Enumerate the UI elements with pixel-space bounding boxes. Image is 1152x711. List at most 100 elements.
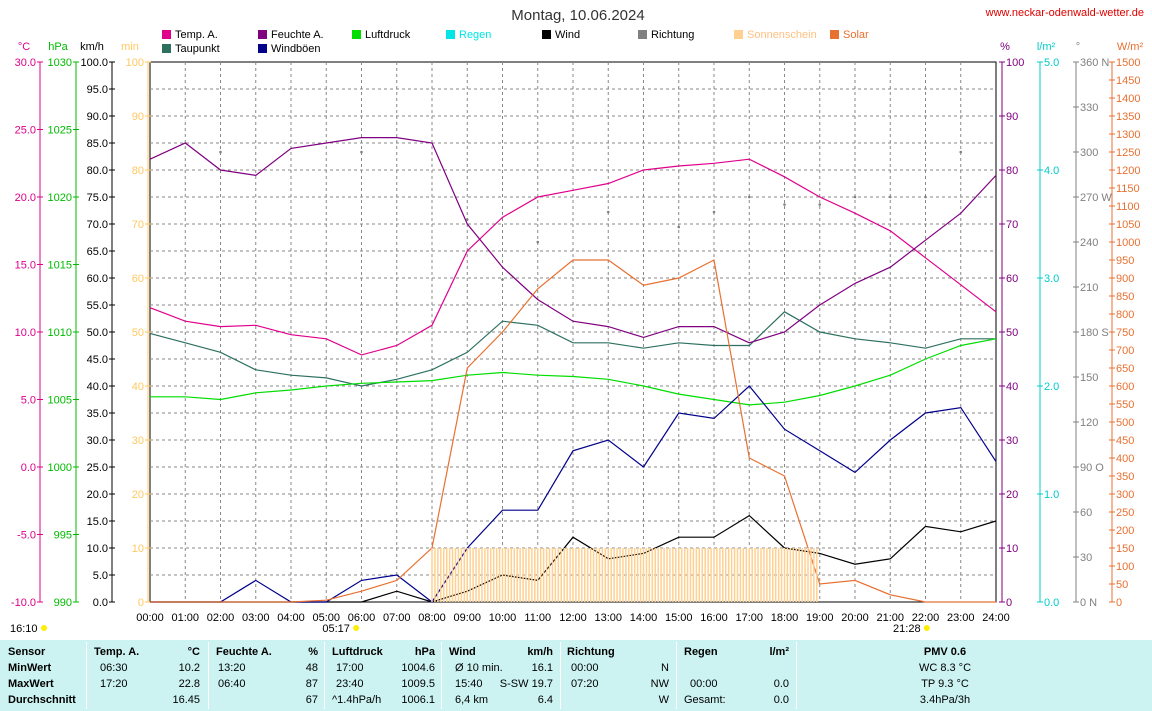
- summary-separator: [560, 642, 561, 709]
- pressure-axis-tick-label: 1005: [48, 395, 72, 407]
- summary-direction-header: Richtung: [567, 646, 615, 658]
- time-tick-label: 22:00: [912, 612, 940, 624]
- wind-axis-tick-label: 60.0: [87, 273, 108, 285]
- direction-point: [747, 195, 751, 199]
- rain-axis-unit: l/m²: [1037, 41, 1056, 53]
- summary-pressure-min: 1004.6: [401, 662, 435, 674]
- direction-axis-tick-label: 0 N: [1080, 597, 1097, 609]
- time-tick-label: 10:00: [489, 612, 517, 624]
- summary-separator: [796, 642, 797, 709]
- summary-humidity-header: Feuchte A.: [216, 646, 272, 658]
- sun-axis-tick-label: 10: [132, 543, 144, 555]
- direction-axis-tick-label: 360 N: [1080, 57, 1109, 69]
- series-line-solar: [150, 259, 996, 603]
- temp-axis-tick-label: 5.0: [21, 395, 36, 407]
- summary-temp-col: Temp. A. °C 06:30 10.2 17:20 22.8 16.45: [94, 644, 200, 708]
- sun-axis-unit: min: [121, 41, 139, 53]
- summary-wind-max-time: 15:40: [455, 678, 483, 690]
- humidity-axis-tick-label: 80: [1006, 165, 1018, 177]
- solar-axis-tick-label: 150: [1116, 543, 1134, 555]
- sun-axis-tick-label: 20: [132, 489, 144, 501]
- summary-separator: [441, 642, 442, 709]
- time-tick-label: 08:00: [418, 612, 446, 624]
- summary-row-min: MinWert: [8, 662, 52, 674]
- legend-swatch: [162, 30, 171, 39]
- temp-axis-tick-label: -10.0: [11, 597, 36, 609]
- rain-axis-tick-label: 3.0: [1044, 273, 1059, 285]
- wind-axis-tick-label: 25.0: [87, 462, 108, 474]
- legend-label: Richtung: [651, 29, 694, 41]
- series-line-taupunkt: [149, 311, 996, 387]
- direction-axis-tick-label: 180 S: [1080, 327, 1109, 339]
- summary-pressure-col: Luftdruck hPa 17:00 1004.6 23:40 1009.5 ^1.…: [332, 644, 435, 708]
- wind-axis-tick-label: 35.0: [87, 408, 108, 420]
- legend-label: Wind: [555, 29, 580, 41]
- solar-axis-tick-label: 1100: [1116, 201, 1140, 213]
- time-tick-label: 11:00: [524, 612, 551, 624]
- wind-axis-tick-label: 0.0: [93, 597, 108, 609]
- wind-axis-tick-label: 10.0: [87, 543, 108, 555]
- solar-axis-tick-label: 300: [1116, 489, 1134, 501]
- time-tick-label: 19:00: [806, 612, 834, 624]
- solar-axis-tick-label: 1500: [1116, 57, 1140, 69]
- sunset-icon: [923, 625, 930, 631]
- direction-axis-tick-label: 240: [1080, 237, 1098, 249]
- humidity-axis-tick-label: 70: [1006, 219, 1018, 231]
- summary-table: Sensor MinWert MaxWert Durchschnitt Temp…: [0, 640, 1152, 711]
- site-url[interactable]: www.neckar-odenwald-wetter.de: [985, 7, 1144, 19]
- summary-wind-run: 6,4 km: [455, 694, 489, 706]
- direction-point: [677, 225, 681, 229]
- series-line-feuchte-a-: [149, 137, 997, 344]
- direction-point: [959, 150, 963, 154]
- summary-direction-d2: NW: [650, 678, 669, 690]
- summary-humidity-min-time: 13:20: [218, 662, 246, 674]
- series-line-temp-a-: [149, 158, 997, 356]
- humidity-axis-tick-label: 50: [1006, 327, 1018, 339]
- legend: Temp. A. Taupunkt Feuchte A. Windböen Luftdr…: [162, 29, 869, 55]
- solar-axis-tick-label: 0: [1116, 597, 1122, 609]
- wind-axis-tick-label: 100.0: [80, 57, 108, 69]
- temp-axis-tick-label: 10.0: [15, 327, 36, 339]
- rain-axis-tick-label: 1.0: [1044, 489, 1059, 501]
- rain-axis-tick-label: 0.0: [1044, 597, 1059, 609]
- temp-axis-tick-label: 0.0: [21, 462, 36, 474]
- summary-wind-avg-label: Ø 10 min.: [455, 662, 503, 674]
- series-line-luftdruck: [150, 338, 997, 406]
- solar-axis-tick-label: 600: [1116, 381, 1134, 393]
- weather-chart: Montag, 10.06.2024 www.neckar-odenwald-w…: [10, 7, 1144, 635]
- sun-axis-tick-label: 60: [132, 273, 144, 285]
- time-tick-label: 03:00: [242, 612, 270, 624]
- humidity-axis-tick-label: 0: [1006, 597, 1012, 609]
- humidity-axis-tick-label: 90: [1006, 111, 1018, 123]
- pressure-axis-tick-label: 1010: [48, 327, 72, 339]
- time-tick-label: 14:00: [630, 612, 658, 624]
- wind-axis-tick-label: 85.0: [87, 138, 108, 150]
- chart-grid: [149, 61, 997, 603]
- direction-axis-tick-label: 330: [1080, 102, 1098, 114]
- legend-swatch: [542, 30, 551, 39]
- legend-swatch: [446, 30, 455, 39]
- wind-axis-tick-label: 65.0: [87, 246, 108, 258]
- legend-swatch: [830, 30, 839, 39]
- solar-axis-tick-label: 400: [1116, 453, 1134, 465]
- summary-pmv-header: PMV 0.6: [923, 646, 967, 658]
- temp-axis-unit: °C: [18, 41, 30, 53]
- sun-axis-tick-label: 90: [132, 111, 144, 123]
- generated-time-label: 16:10: [10, 623, 38, 635]
- humidity-axis-unit: %: [1000, 41, 1010, 53]
- summary-separator: [676, 642, 677, 709]
- solar-axis-tick-label: 1450: [1116, 75, 1140, 87]
- time-tick-label: 05:00: [312, 612, 340, 624]
- summary-rain-value: 0.0: [773, 678, 789, 690]
- pressure-axis-tick-label: 1000: [48, 462, 72, 474]
- time-tick-label: 13:00: [594, 612, 622, 624]
- time-tick-label: 18:00: [771, 612, 799, 624]
- summary-humidity-max: 87: [305, 678, 318, 690]
- direction-axis-tick-label: 90 O: [1080, 462, 1104, 474]
- summary-pressure-min-time: 17:00: [336, 662, 364, 674]
- sunrise-label: 05:17: [322, 623, 350, 635]
- summary-rain-time: 00:00: [690, 678, 718, 690]
- time-tick-label: 24:00: [982, 612, 1010, 624]
- summary-humidity-max-time: 06:40: [218, 678, 246, 690]
- summary-temp-avg: 16.45: [172, 694, 200, 706]
